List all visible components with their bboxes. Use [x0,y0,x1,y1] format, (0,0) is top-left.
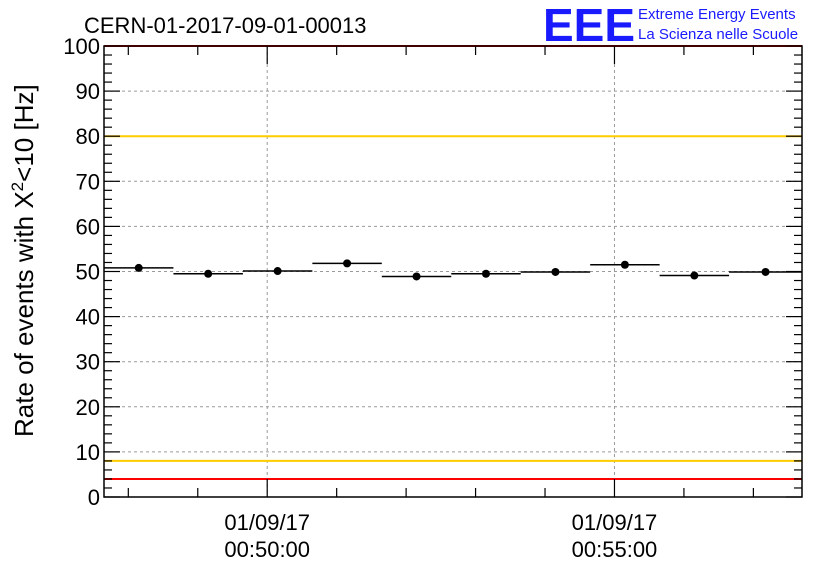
logo-mark: EEE [543,0,635,51]
chart-title: CERN-01-2017-09-01-00013 [84,13,367,38]
x-tick-label-date: 01/09/17 [572,510,658,535]
y-tick-label: 100 [63,34,100,59]
logo-line-2: La Scienza nelle Scuole [638,26,798,43]
data-point [412,272,421,281]
data-point [761,267,770,276]
y-tick-label: 50 [76,260,100,285]
data-point [134,263,143,272]
data-point [343,259,352,268]
y-tick-label: 90 [76,79,100,104]
y-tick-label: 70 [76,169,100,194]
y-axis-label-superscript: 2 [8,182,27,191]
data-point [620,260,629,269]
data-series [104,259,802,281]
x-tick-label-date: 01/09/17 [224,510,310,535]
eee-logo: EEE Extreme Energy Events La Scienza nel… [543,0,798,51]
data-point [204,269,213,278]
y-tick-label: 10 [76,440,100,465]
y-axis-label-suffix: <10 [Hz] [9,84,39,182]
y-axis-label-prefix: Rate of events with X [9,191,39,437]
y-tick-label: 20 [76,395,100,420]
y-tick-label: 60 [76,214,100,239]
axes: 010203040506070809010001/09/1700:50:0001… [63,34,803,562]
y-tick-label: 40 [76,305,100,330]
y-tick-label: 0 [88,485,100,510]
y-tick-label: 80 [76,124,100,149]
data-point [551,267,560,276]
x-tick-label-time: 00:50:00 [224,537,310,562]
logo-line-1: Extreme Energy Events [638,6,796,23]
y-axis-label: Rate of events with X2<10 [Hz] [8,84,39,437]
reference-lines [104,45,802,480]
data-point [690,271,699,280]
data-point [481,269,490,278]
y-tick-label: 30 [76,350,100,375]
x-tick-label-time: 00:55:00 [572,537,658,562]
data-point [273,267,282,276]
